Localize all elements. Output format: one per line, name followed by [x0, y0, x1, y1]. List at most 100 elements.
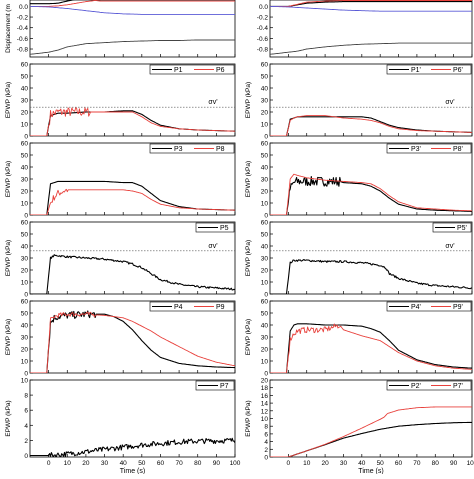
legend-label: P8'	[453, 146, 463, 153]
panel-p1-p6-: 0 10 20 30 40 50 60 σv' P1' P6' EPWP (kPa)	[245, 62, 473, 141]
y-tick-label: 10	[21, 359, 29, 366]
y-tick-label: 10	[21, 201, 29, 208]
s-p9-line	[30, 311, 235, 373]
s-p5--line	[270, 258, 472, 294]
y-tick-label: 0	[264, 292, 268, 299]
panel-frame	[269, 142, 473, 216]
y-tick-label: 60	[21, 62, 29, 69]
s-line	[30, 0, 235, 7]
legend-label: P1	[174, 67, 183, 74]
series-group	[270, 406, 472, 457]
y-tick-label: 60	[261, 299, 269, 306]
y-tick-label: 40	[261, 165, 269, 172]
y-tick-label: 60	[21, 141, 29, 148]
y-axis-label: EPWP (kPa)	[245, 319, 252, 355]
y-tick-label: -0.2	[257, 15, 269, 22]
y-tick-label: 0	[24, 371, 28, 378]
panel-p4-p9: 0 10 20 30 40 50 60 P4 P9 EPWP (kPa)	[5, 299, 236, 378]
legend-label: P7	[220, 383, 229, 390]
panel-disp-left: 0.0 -0.2 -0.4 -0.6 -0.8 Displacement (m	[5, 0, 236, 58]
y-tick-label: 0	[264, 455, 268, 462]
effective-stress-label: σv'	[208, 243, 217, 250]
y-tick-label: 60	[21, 299, 29, 306]
y-axis-label: EPWP (kPa)	[245, 240, 252, 276]
x-tick-label: 100	[230, 460, 241, 467]
y-tick-label: 30	[261, 335, 269, 342]
legend-box	[149, 143, 235, 154]
legend-label: P5'	[457, 225, 467, 232]
y-tick-label: -0.6	[257, 36, 269, 43]
y-tick-label: 30	[21, 256, 29, 263]
y-axis-label: EPWP (kPa)	[5, 400, 12, 436]
y-tick-label: 30	[261, 256, 269, 263]
x-tick-label: 40	[358, 460, 366, 467]
y-tick-label: 4	[24, 423, 28, 430]
y-tick-label: 0	[24, 213, 28, 220]
y-tick-label: 50	[21, 232, 29, 239]
x-tick-label: 80	[194, 460, 202, 467]
s-p3--line	[270, 176, 472, 215]
legend-box	[149, 301, 235, 312]
y-tick-label: 14	[261, 401, 269, 408]
series-group	[270, 0, 472, 55]
s-line	[270, 0, 472, 7]
y-tick-label: 0	[24, 292, 28, 299]
x-tick-label: 30	[340, 460, 348, 467]
y-tick-label: 12	[261, 408, 269, 415]
y-tick-label: 20	[21, 110, 29, 117]
y-tick-label: 40	[21, 244, 29, 251]
y-tick-label: 30	[261, 98, 269, 105]
series-group	[30, 107, 235, 136]
y-tick-label: -0.4	[17, 25, 29, 32]
x-tick-label: 50	[138, 460, 146, 467]
effective-stress-label: σv'	[208, 99, 217, 106]
s-p9--line	[270, 323, 472, 373]
y-tick-label: 60	[21, 220, 29, 227]
y-tick-label: 20	[21, 347, 29, 354]
y-tick-label: 0.0	[19, 4, 28, 11]
y-axis-label: Displacement (m	[5, 4, 12, 53]
series-group	[30, 310, 235, 373]
x-tick-label: 90	[213, 460, 221, 467]
panel-frame	[29, 379, 236, 458]
s-p4-line	[30, 310, 235, 373]
s-p7--line	[270, 406, 472, 457]
legend-label: P8	[216, 146, 225, 153]
y-tick-label: 16	[261, 393, 269, 400]
s-p5-line	[30, 254, 235, 294]
x-tick-label: 80	[432, 460, 440, 467]
y-tick-label: 0	[264, 371, 268, 378]
panel-frame	[29, 221, 236, 295]
y-tick-label: 60	[261, 220, 269, 227]
y-tick-label: 10	[261, 201, 269, 208]
x-tick-label: 40	[120, 460, 128, 467]
legend-label: P9'	[453, 304, 463, 311]
y-tick-label: 30	[21, 98, 29, 105]
y-tick-label: 60	[261, 62, 269, 69]
y-axis-label: EPWP (kPa)	[245, 161, 252, 197]
s-line	[270, 5, 472, 12]
series-group	[270, 115, 472, 136]
s-line	[30, 0, 76, 5]
y-tick-label: 0	[24, 453, 28, 460]
x-tick-label: 90	[450, 460, 458, 467]
y-axis-label: EPWP (kPa)	[5, 319, 12, 355]
y-tick-label: 10	[261, 359, 269, 366]
y-tick-label: 20	[21, 268, 29, 275]
y-tick-label: 10	[261, 122, 269, 129]
s-p8-line	[30, 188, 235, 215]
y-tick-label: 2	[264, 447, 268, 454]
s-p7-line	[30, 437, 235, 457]
s-line	[30, 5, 235, 15]
panel-frame	[29, 0, 236, 58]
y-tick-label: 50	[21, 74, 29, 81]
x-axis-label: Time (s)	[358, 468, 383, 474]
y-tick-label: 20	[21, 189, 29, 196]
legend-label: P4'	[411, 304, 421, 311]
y-tick-label: 40	[261, 323, 269, 330]
y-tick-label: 50	[261, 311, 269, 318]
y-tick-label: 10	[261, 280, 269, 287]
y-tick-label: 20	[261, 189, 269, 196]
y-axis-label: EPWP (kPa)	[5, 161, 12, 197]
